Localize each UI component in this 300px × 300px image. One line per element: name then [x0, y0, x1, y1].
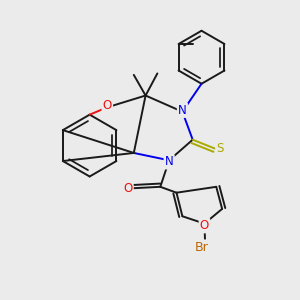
Text: O: O — [123, 182, 133, 195]
Text: N: N — [178, 104, 187, 117]
Text: O: O — [200, 219, 209, 232]
Text: N: N — [165, 155, 173, 168]
Text: S: S — [216, 142, 224, 155]
Text: Br: Br — [195, 241, 208, 254]
Text: O: O — [103, 99, 112, 112]
